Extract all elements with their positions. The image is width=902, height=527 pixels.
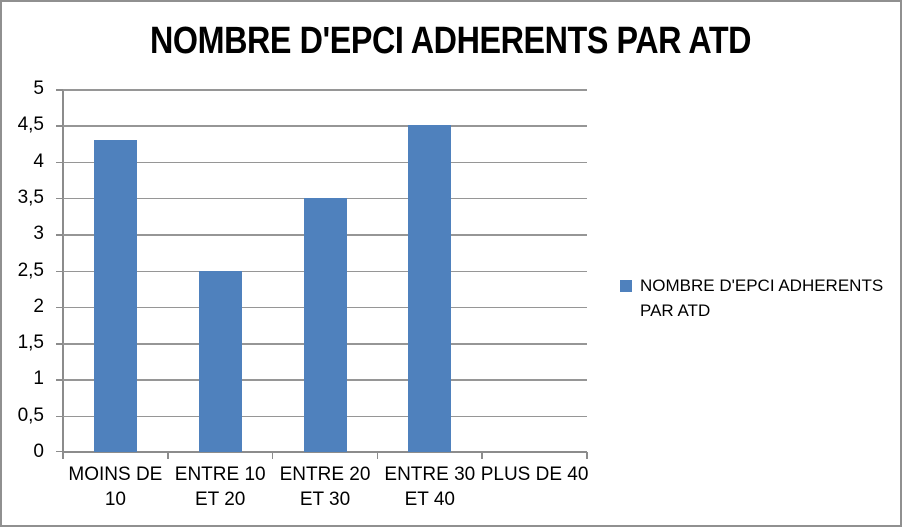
y-axis-tick (56, 197, 63, 200)
y-tick-label: 0,5 (17, 404, 44, 426)
y-tick-label: 4 (33, 150, 44, 172)
x-category-label-line: MOINS DE (68, 464, 163, 485)
y-axis-tick (56, 125, 63, 127)
gridline (63, 161, 587, 164)
y-tick-label: 1 (33, 368, 44, 390)
y-axis-tick (56, 270, 63, 272)
y-tick-label: 4,5 (17, 114, 44, 136)
y-axis-tick (56, 415, 63, 418)
x-category-label-line: ET 20 (195, 489, 246, 510)
y-axis-tick (56, 161, 63, 164)
x-axis-tick (271, 452, 274, 459)
chart-title-text: NOMBRE D'EPCI ADHERENTS PAR ATD (150, 20, 752, 62)
x-category-label-line: 10 (104, 489, 126, 510)
x-axis-tick (62, 452, 64, 459)
y-axis-tick (56, 450, 63, 452)
legend[interactable]: NOMBRE D'EPCI ADHERENTS PAR ATD (620, 273, 898, 323)
x-axis-tick (481, 452, 483, 459)
y-tick-label: 2,5 (17, 259, 44, 281)
x-category-label-line: ET 30 (299, 489, 351, 510)
gridline (63, 125, 587, 127)
x-category-label-line: ENTRE 30 (384, 464, 476, 485)
chart-title: NOMBRE D'EPCI ADHERENTS PAR ATD (2, 15, 900, 67)
x-category-label: ENTRE 10 ET 20 (150, 462, 290, 512)
y-axis-tick (56, 379, 63, 381)
y-axis-tick (56, 343, 63, 345)
x-category-label: ENTRE 30 ET 40 (360, 462, 500, 512)
x-category-label-line: PLUS DE 40 (480, 464, 589, 485)
x-category-label-line: ENTRE 20 (279, 464, 371, 485)
x-axis-labels: MOINS DE 10 ENTRE 10 ET 20 ENTRE 20 ET 30 ENTR… (63, 462, 588, 517)
x-category-label-line: ET 40 (404, 489, 455, 510)
y-axis-tick (56, 234, 63, 236)
x-category-label: PLUS DE 40 (465, 462, 605, 487)
legend-swatch-icon (620, 280, 632, 292)
y-axis-tick (56, 89, 63, 91)
y-tick-label: 2 (33, 295, 44, 317)
y-axis-labels: 5 4,5 4 3,5 3 2,5 2 1,5 1 0,5 0 (2, 78, 49, 462)
y-tick-label: 3,5 (17, 186, 44, 208)
x-axis-tick (586, 452, 588, 459)
bar[interactable] (303, 197, 347, 452)
bar[interactable] (408, 125, 452, 452)
y-axis-tick (56, 306, 63, 309)
legend-label: NOMBRE D'EPCI ADHERENTS PAR ATD (640, 276, 884, 320)
x-category-label-line: ENTRE 10 (174, 464, 266, 485)
x-category-label: MOINS DE 10 (45, 462, 185, 512)
y-tick-label: 1,5 (17, 332, 44, 354)
gridline (63, 89, 587, 91)
plot-area (56, 89, 588, 459)
bar[interactable] (198, 270, 242, 452)
y-tick-label: 3 (33, 223, 44, 245)
bar[interactable] (93, 139, 137, 452)
x-category-label: ENTRE 20 ET 30 (255, 462, 395, 512)
x-axis-tick (167, 452, 169, 459)
y-tick-label: 5 (33, 78, 44, 99)
x-axis-tick (376, 452, 379, 459)
y-tick-label: 0 (33, 441, 44, 462)
